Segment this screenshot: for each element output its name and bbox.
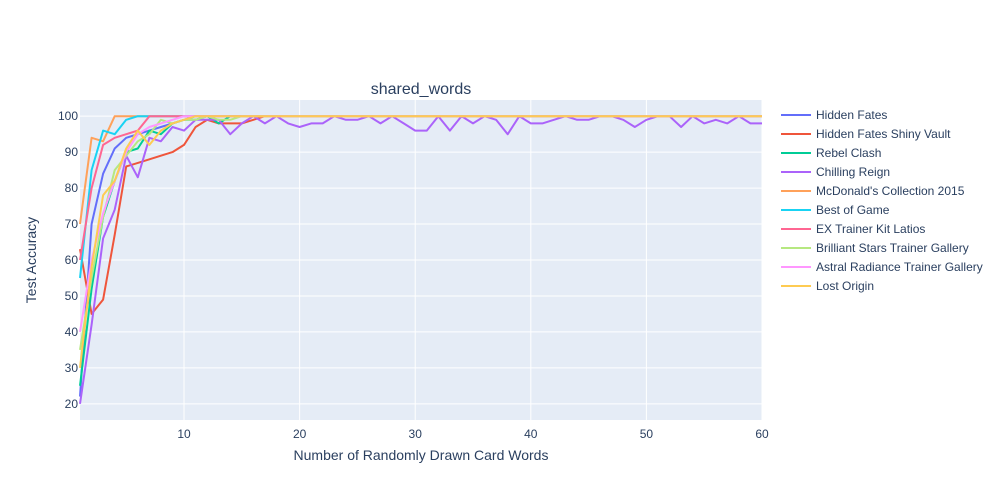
- y-tick-label: 30: [65, 361, 79, 375]
- legend-label: Lost Origin: [816, 279, 874, 293]
- y-tick-label: 50: [65, 289, 79, 303]
- legend-item[interactable]: EX Trainer Kit Latios: [781, 222, 925, 236]
- y-tick-label: 40: [65, 325, 79, 339]
- legend-item[interactable]: Lost Origin: [781, 279, 874, 293]
- series-line: [79, 115, 762, 404]
- y-tick-label: 60: [65, 253, 79, 267]
- legend-item[interactable]: McDonald's Collection 2015: [781, 184, 965, 198]
- legend-label: McDonald's Collection 2015: [816, 184, 965, 198]
- x-axis-title: Number of Randomly Drawn Card Words: [294, 447, 549, 463]
- legend-item[interactable]: Chilling Reign: [781, 165, 890, 179]
- x-tick-label: 50: [640, 427, 654, 441]
- series-line: [79, 115, 762, 369]
- legend-item[interactable]: Best of Game: [781, 203, 890, 217]
- x-axis-ticks: 10 20 30 40 50 60: [177, 427, 769, 441]
- x-tick-label: 60: [755, 427, 769, 441]
- legend-item[interactable]: Rebel Clash: [781, 146, 881, 160]
- legend[interactable]: Hidden Fates Hidden Fates Shiny Vault Rebe…: [781, 108, 983, 293]
- legend-label: Astral Radiance Trainer Gallery: [816, 260, 983, 274]
- legend-label: EX Trainer Kit Latios: [816, 222, 925, 236]
- legend-label: Chilling Reign: [816, 165, 890, 179]
- x-tick-label: 30: [409, 427, 423, 441]
- y-tick-label: 80: [65, 181, 79, 195]
- y-axis-ticks: 20 30 40 50 60 70 80 90 100: [58, 109, 78, 411]
- legend-item[interactable]: Hidden Fates: [781, 108, 887, 122]
- y-axis-title: Test Accuracy: [23, 217, 39, 303]
- legend-label: Brilliant Stars Trainer Gallery: [816, 241, 969, 255]
- y-tick-label: 20: [65, 397, 79, 411]
- legend-label: Hidden Fates: [816, 108, 887, 122]
- x-tick-label: 20: [293, 427, 307, 441]
- legend-label: Hidden Fates Shiny Vault: [816, 127, 951, 141]
- legend-item[interactable]: Hidden Fates Shiny Vault: [781, 127, 951, 141]
- y-tick-label: 70: [65, 217, 79, 231]
- x-tick-label: 40: [524, 427, 538, 441]
- y-tick-label: 90: [65, 145, 79, 159]
- legend-item[interactable]: Astral Radiance Trainer Gallery: [781, 260, 983, 274]
- chart-title: shared_words: [371, 81, 472, 98]
- legend-label: Best of Game: [816, 203, 890, 217]
- legend-label: Rebel Clash: [816, 146, 881, 160]
- legend-item[interactable]: Brilliant Stars Trainer Gallery: [781, 241, 969, 255]
- y-tick-label: 100: [58, 109, 78, 123]
- series-lines: [79, 115, 762, 404]
- x-tick-label: 10: [177, 427, 191, 441]
